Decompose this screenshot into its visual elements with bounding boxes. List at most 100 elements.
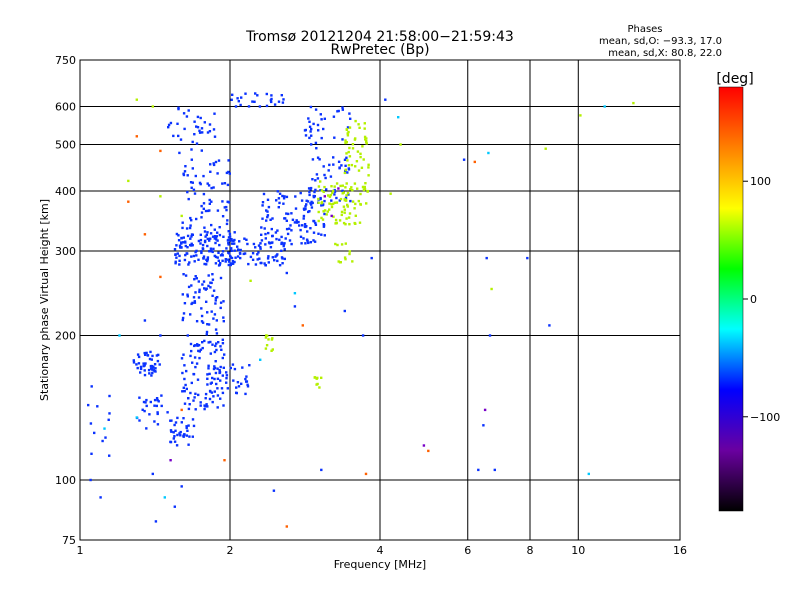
data-point: [177, 134, 180, 138]
stats-title: Phases: [627, 24, 662, 35]
data-point: [197, 280, 200, 283]
data-point: [354, 119, 357, 123]
data-point: [221, 250, 225, 253]
data-point: [181, 318, 184, 322]
data-point: [211, 400, 214, 404]
data-point: [183, 364, 186, 367]
data-point: [172, 437, 175, 440]
data-point: [273, 259, 276, 262]
data-point: [281, 101, 285, 104]
data-point: [219, 365, 222, 369]
data-point: [284, 237, 287, 240]
data-point: [311, 178, 314, 181]
data-point: [266, 210, 269, 213]
data-point: [138, 419, 141, 422]
data-point: [219, 301, 223, 304]
data-point: [348, 250, 351, 253]
data-point: [198, 350, 201, 353]
data-point: [157, 353, 160, 357]
data-point: [172, 134, 175, 138]
data-point: [323, 173, 326, 177]
data-point: [156, 423, 160, 426]
data-point: [274, 255, 277, 258]
data-point: [367, 174, 370, 177]
data-point: [239, 248, 242, 252]
data-point: [233, 238, 236, 242]
x-tick-label: 6: [464, 544, 471, 557]
data-point: [215, 235, 218, 238]
data-point: [159, 195, 162, 198]
data-point: [308, 136, 311, 140]
data-point: [227, 258, 230, 261]
data-point: [210, 281, 213, 285]
data-point: [309, 241, 312, 244]
data-point: [278, 192, 282, 195]
data-point: [206, 405, 209, 408]
data-point: [200, 251, 203, 255]
data-point: [349, 199, 352, 203]
data-point: [159, 334, 162, 337]
data-point: [189, 354, 192, 358]
data-point: [189, 216, 192, 220]
data-point: [345, 128, 348, 131]
data-point: [345, 152, 348, 155]
data-point: [224, 258, 227, 261]
data-point: [189, 342, 193, 346]
data-point: [221, 391, 225, 395]
data-point: [181, 316, 185, 320]
x-tick-labels: 1 2 4 6 8 10 16: [77, 544, 688, 557]
chart-subtitle: RwPretec (Bp): [330, 42, 429, 58]
data-point: [272, 489, 276, 492]
data-point: [341, 138, 344, 141]
data-point: [240, 382, 243, 385]
data-point: [214, 328, 218, 331]
data-point: [190, 148, 193, 151]
data-point: [346, 203, 349, 207]
data-point: [363, 187, 367, 191]
data-point: [184, 253, 187, 257]
data-point: [205, 233, 208, 237]
data-point: [307, 187, 311, 190]
data-point: [228, 172, 231, 175]
data-point: [93, 431, 96, 435]
data-point: [266, 198, 270, 201]
data-point: [221, 200, 224, 203]
data-point: [343, 158, 347, 161]
data-point: [548, 324, 551, 327]
data-point: [230, 249, 233, 252]
data-point: [281, 262, 284, 265]
data-point: [189, 391, 192, 395]
data-point: [173, 248, 177, 251]
data-point: [297, 220, 300, 224]
data-point: [225, 171, 229, 175]
data-point: [136, 353, 140, 356]
data-point: [351, 147, 355, 150]
data-point: [248, 364, 251, 367]
data-point: [220, 348, 223, 351]
data-point: [216, 377, 220, 380]
data-point: [329, 193, 333, 197]
data-point: [183, 302, 187, 305]
data-point: [209, 237, 212, 240]
data-point: [194, 408, 197, 411]
data-point: [173, 423, 176, 427]
data-point: [156, 398, 159, 402]
data-point: [180, 408, 183, 412]
data-point: [127, 200, 130, 203]
data-point: [144, 353, 147, 356]
y-tick-label: 600: [55, 101, 76, 114]
data-point: [156, 359, 160, 363]
data-point: [143, 233, 147, 236]
data-point: [249, 255, 253, 259]
data-point: [188, 403, 191, 406]
data-point: [221, 338, 224, 341]
data-point: [310, 200, 313, 204]
data-point: [330, 199, 333, 202]
data-point: [342, 221, 346, 225]
data-point: [182, 417, 185, 420]
data-point: [203, 407, 206, 411]
data-point: [338, 166, 341, 169]
data-point: [276, 190, 279, 193]
data-point: [179, 434, 182, 437]
data-point: [348, 126, 352, 129]
